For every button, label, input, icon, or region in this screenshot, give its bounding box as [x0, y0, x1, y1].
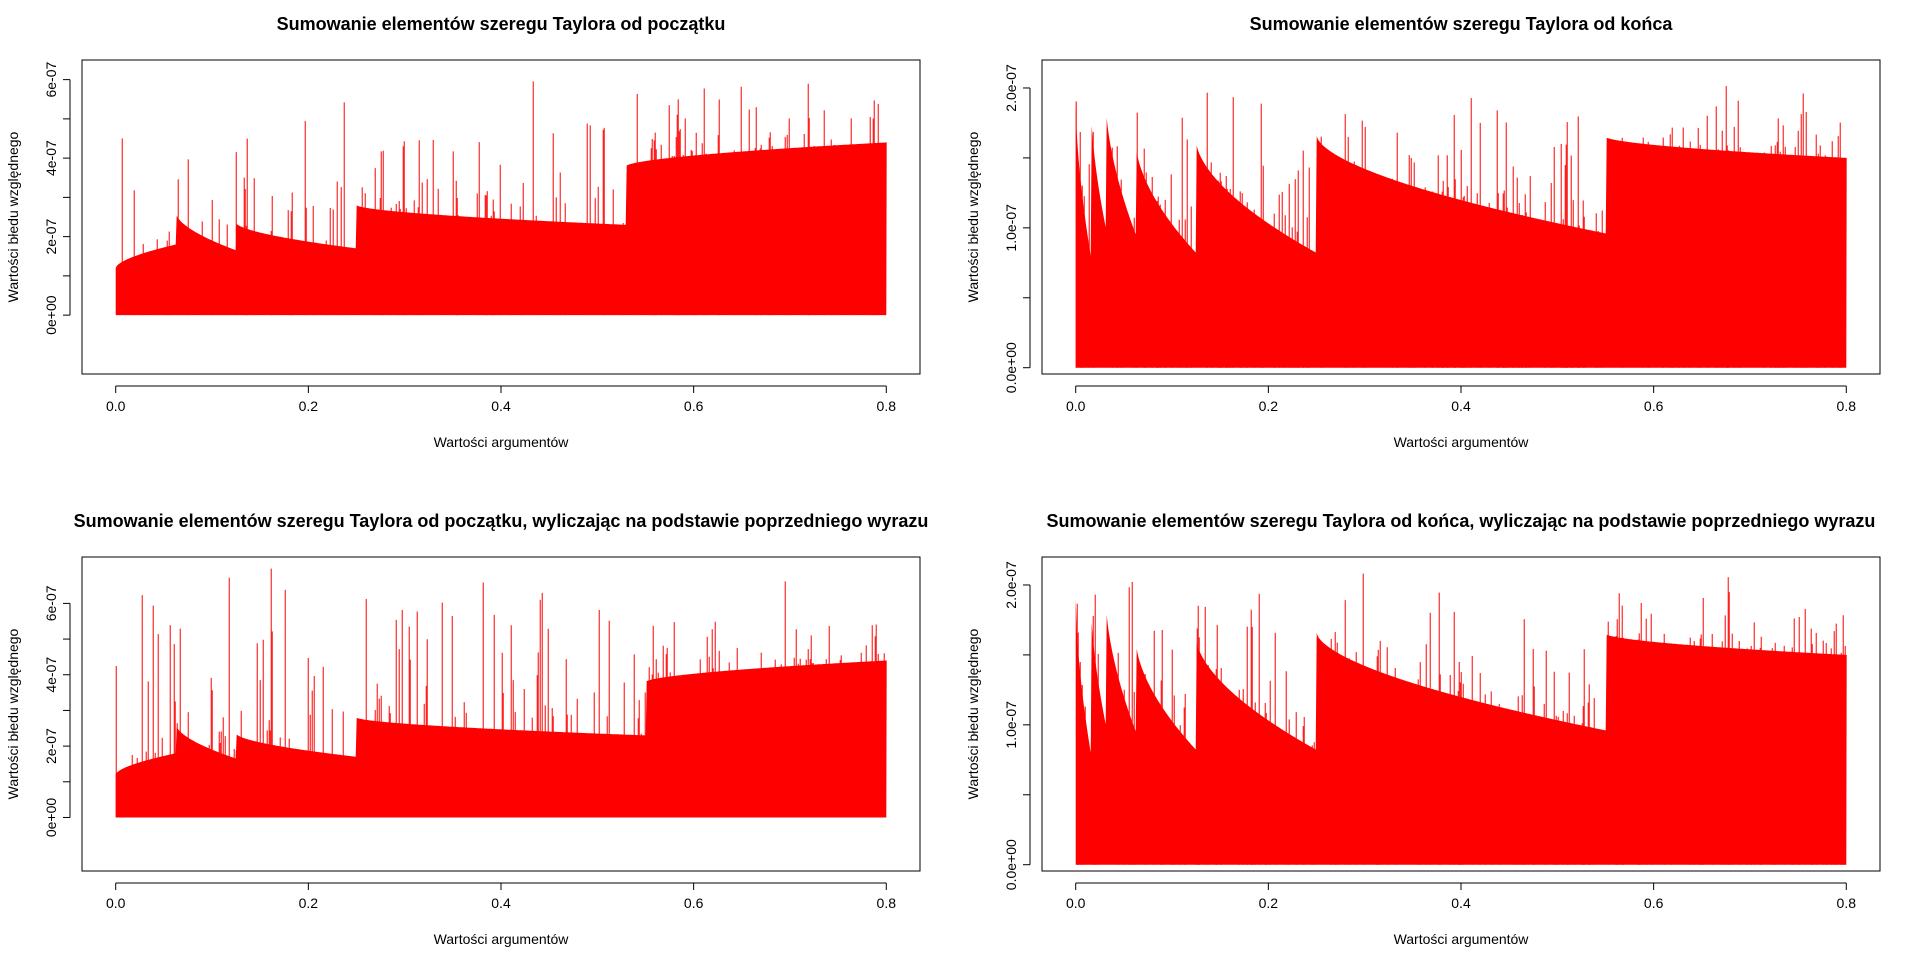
y-tick-label: 1.0e-07 [1003, 204, 1019, 252]
x-axis: 0.0 0.2 0.4 0.6 0.8 [106, 882, 897, 911]
x-tick-label: 0.8 [1837, 895, 1857, 911]
x-tick-label: 0.0 [106, 895, 126, 911]
y-tick-label: 2e-07 [43, 728, 59, 764]
plot-frame [1041, 556, 1881, 872]
x-tick-label: 0.8 [877, 398, 897, 414]
chart-panel-2: Sumowanie elementów szeregu Taylora od k… [965, 14, 1881, 450]
x-tick-label: 0.8 [1837, 398, 1857, 414]
y-axis-label: Wartości błedu względnego [5, 628, 21, 799]
chart-title: Sumowanie elementów szeregu Taylora od p… [74, 511, 929, 531]
y-tick-label: 6e-07 [43, 62, 59, 98]
chart-title: Sumowanie elementów szeregu Taylora od p… [277, 14, 726, 34]
chart-panel-1: Sumowanie elementów szeregu Taylora od p… [5, 14, 921, 450]
x-tick-label: 0.0 [1066, 398, 1086, 414]
x-axis: 0.0 0.2 0.4 0.6 0.8 [1066, 385, 1857, 414]
bar-series [115, 568, 887, 818]
x-tick-label: 0.4 [491, 895, 511, 911]
y-axis: 0e+00 2e-07 4e-07 6e-07 [43, 62, 71, 335]
chart-panel-3: Sumowanie elementów szeregu Taylora od p… [5, 511, 928, 947]
x-tick-label: 0.6 [1644, 398, 1664, 414]
bar-fill [115, 142, 887, 316]
bar-fill [115, 660, 887, 818]
x-tick-label: 0.2 [1259, 895, 1279, 911]
x-tick-label: 0.4 [1451, 895, 1471, 911]
x-tick-label: 0.6 [1644, 895, 1664, 911]
chart-title: Sumowanie elementów szeregu Taylora od k… [1250, 14, 1674, 34]
y-axis: 0e+00 2e-07 4e-07 6e-07 [43, 585, 71, 838]
y-tick-label: 6e-07 [43, 585, 59, 621]
x-tick-label: 0.0 [106, 398, 126, 414]
x-axis: 0.0 0.2 0.4 0.6 0.8 [106, 385, 897, 414]
x-tick-label: 0.6 [684, 895, 704, 911]
bar-series [1075, 86, 1847, 368]
y-tick-label: 0e+00 [43, 798, 59, 838]
y-tick-label: 4e-07 [43, 140, 59, 176]
x-tick-label: 0.0 [1066, 895, 1086, 911]
x-axis-label: Wartości argumentów [1394, 434, 1530, 450]
x-axis-label: Wartości argumentów [1394, 931, 1530, 947]
y-tick-label: 2e-07 [43, 219, 59, 255]
y-tick-label: 0.0e+00 [1003, 839, 1019, 890]
y-tick-label: 2.0e-07 [1003, 64, 1019, 112]
x-tick-label: 0.2 [299, 895, 319, 911]
plot-frame [1041, 59, 1881, 375]
y-tick-label: 0.0e+00 [1003, 342, 1019, 393]
x-tick-label: 0.4 [1451, 398, 1471, 414]
x-axis-label: Wartości argumentów [434, 931, 570, 947]
y-tick-label: 0e+00 [43, 295, 59, 335]
x-tick-label: 0.8 [877, 895, 897, 911]
x-axis-label: Wartości argumentów [434, 434, 570, 450]
bar-series [1075, 573, 1847, 865]
y-axis-label: Wartości błedu względnego [5, 131, 21, 302]
x-tick-label: 0.6 [684, 398, 704, 414]
y-tick-label: 1.0e-07 [1003, 701, 1019, 749]
y-axis-label: Wartości błedu względnego [965, 628, 981, 799]
x-tick-label: 0.4 [491, 398, 511, 414]
y-tick-label: 4e-07 [43, 657, 59, 693]
y-axis-label: Wartości błedu względnego [965, 131, 981, 302]
chart-panel-4: Sumowanie elementów szeregu Taylora od k… [965, 511, 1881, 947]
plot-frame [81, 556, 921, 872]
plot-frame [81, 59, 921, 375]
x-tick-label: 0.2 [299, 398, 319, 414]
x-tick-label: 0.2 [1259, 398, 1279, 414]
x-axis: 0.0 0.2 0.4 0.6 0.8 [1066, 882, 1857, 911]
y-tick-label: 2.0e-07 [1003, 561, 1019, 609]
y-axis: 0.0e+00 1.0e-07 2.0e-07 [1003, 64, 1031, 393]
y-axis: 0.0e+00 1.0e-07 2.0e-07 [1003, 561, 1031, 890]
bar-series [115, 81, 887, 316]
chart-title: Sumowanie elementów szeregu Taylora od k… [1047, 511, 1876, 531]
